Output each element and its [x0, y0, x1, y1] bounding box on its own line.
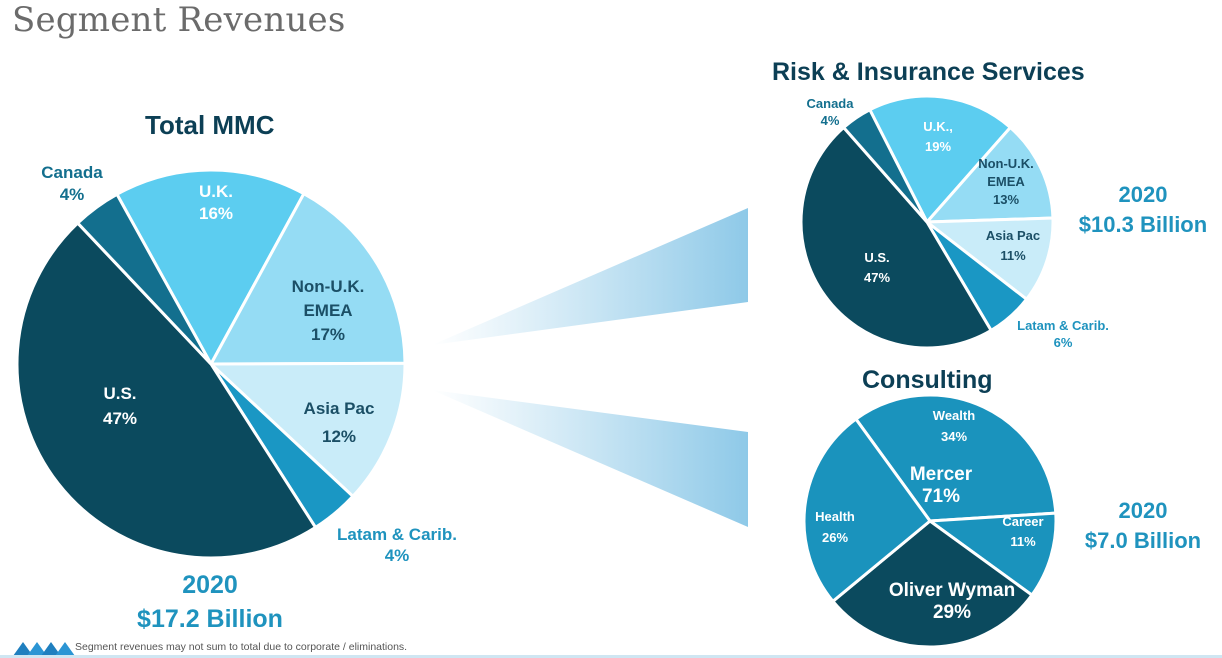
funnel-top: [432, 208, 748, 345]
consulting-slice-health: [802, 416, 933, 604]
consulting-label-wealth: Wealth 34%: [933, 408, 975, 444]
ris-slice-u-k: [867, 94, 1013, 225]
consulting-label-career: Career 11%: [1002, 514, 1043, 549]
consulting-amount: $7.0 Billion: [1084, 528, 1202, 553]
consulting-group-mercer: Mercer 71%: [910, 464, 973, 507]
footnote: Segment revenues may not sum to total du…: [75, 641, 408, 653]
total-mmc-label-canada: Canada 4%: [41, 163, 103, 204]
total-mmc-title: Total MMC: [145, 110, 275, 140]
total-mmc-amount: $17.2 Billion: [137, 605, 283, 633]
ris-slice-non-u-k-emea: [923, 125, 1055, 224]
consulting-group-oliver-wyman: Oliver Wyman 29%: [889, 580, 1015, 623]
total-mmc-label-u-s: U.S. 47%: [103, 384, 137, 428]
consulting-slice-wealth: [853, 393, 1058, 523]
total-mmc-slice-non-u-k-emea: [208, 191, 407, 366]
consulting-title: Consulting: [862, 366, 993, 394]
total-mmc-label-non-u-k-emea: Non-U.K. EMEA 17%: [292, 277, 365, 344]
total-mmc-label-asia-pac: Asia Pac 12%: [304, 399, 375, 446]
total-mmc-label-latam-carib: Latam & Carib. 4%: [337, 525, 457, 565]
total-mmc-label-u-k: U.K. 16%: [199, 182, 233, 223]
ris-label-u-k: U.K., 19%: [923, 119, 953, 154]
ris-label-u-s: U.S. 47%: [864, 250, 890, 285]
consulting-year: 2020: [1118, 498, 1168, 523]
ris-slice-asia-pac: [922, 216, 1055, 302]
page-title: Segment Revenues: [12, 0, 346, 40]
ris-amount: $10.3 Billion: [1078, 212, 1208, 237]
total-mmc-slice-u-s: [15, 220, 318, 560]
ris-slice-u-s: [799, 125, 994, 350]
logo-icon: [13, 642, 75, 656]
total-mmc-slice-asia-pac: [207, 361, 407, 499]
total-mmc-year: 2020: [182, 571, 238, 599]
ris-label-canada: Canada 4%: [807, 96, 855, 128]
consulting-label-health: Health 26%: [815, 509, 855, 545]
ris-title: Risk & Insurance Services: [772, 58, 1085, 86]
ris-slice-canada: [841, 107, 929, 223]
consulting-slice-career: [925, 511, 1058, 598]
total-mmc-slice-canada: [75, 192, 213, 366]
ris-year: 2020: [1118, 182, 1168, 207]
ris-label-non-u-k-emea: Non-U.K. EMEA 13%: [978, 156, 1034, 207]
funnel-bottom: [432, 390, 748, 527]
total-mmc-slice-u-k: [114, 168, 306, 368]
consulting-slice-oliver-wyman: [830, 519, 1035, 649]
bottom-rule: [0, 655, 1222, 658]
ris-label-latam-carib: Latam & Carib. 6%: [1017, 318, 1109, 350]
ris-label-asia-pac: Asia Pac 11%: [986, 228, 1040, 263]
